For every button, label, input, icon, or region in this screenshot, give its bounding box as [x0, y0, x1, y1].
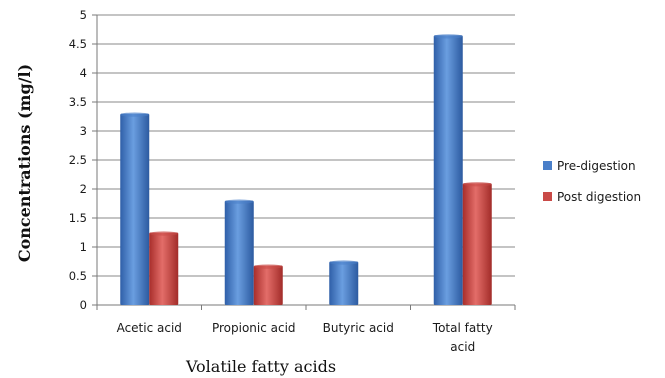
tick-labels: 0 0.5 1 1.5 2 2.5 3 3.5 4 4.5 5 Acetic acid Propioni… — [69, 8, 493, 354]
y-tick-label: 5 — [80, 8, 87, 22]
bar-top-highlight — [224, 199, 254, 204]
bars — [120, 34, 492, 306]
bar-pre-digestion — [329, 261, 359, 305]
y-axis-title: Concentrations (mg/l) — [15, 64, 34, 262]
bar-top-highlight — [433, 34, 463, 39]
legend-label: Pre-digestion — [557, 159, 636, 173]
y-tick-label: 0 — [80, 298, 87, 312]
legend-swatch — [543, 192, 552, 201]
x-tick-label: Acetic acid — [117, 321, 182, 335]
bar-top-highlight — [149, 231, 179, 236]
bar-post-digestion — [253, 265, 283, 305]
y-tick-label: 0.5 — [69, 269, 87, 283]
bar-top-highlight — [253, 264, 283, 269]
bar-top-highlight — [329, 260, 359, 265]
y-tick-label: 1 — [80, 240, 87, 254]
y-tick-label: 4.5 — [69, 37, 87, 51]
y-tick-label: 1.5 — [69, 211, 87, 225]
y-tick-label: 3.5 — [69, 95, 87, 109]
x-axis-title: Volatile fatty acids — [185, 357, 336, 376]
bar-post-digestion — [462, 183, 492, 305]
y-tick-label: 2 — [80, 182, 87, 196]
x-tick-label: acid — [450, 340, 475, 354]
y-tick-label: 4 — [80, 66, 87, 80]
y-tick-label: 2.5 — [69, 153, 87, 167]
bar-post-digestion — [149, 232, 179, 305]
y-tick-label: 3 — [80, 124, 87, 138]
bar-pre-digestion — [120, 113, 150, 305]
x-tick-label: Butyric acid — [323, 321, 394, 335]
x-tick-label: Propionic acid — [212, 321, 296, 335]
bar-top-highlight — [120, 112, 150, 117]
bar-top-highlight — [462, 182, 492, 187]
legend: Pre-digestion Post digestion — [543, 159, 641, 204]
legend-label: Post digestion — [557, 190, 641, 204]
legend-swatch — [543, 161, 552, 170]
x-tick-label: Total fatty — [432, 321, 493, 335]
bar-pre-digestion — [224, 200, 254, 305]
bar-pre-digestion — [433, 35, 463, 306]
